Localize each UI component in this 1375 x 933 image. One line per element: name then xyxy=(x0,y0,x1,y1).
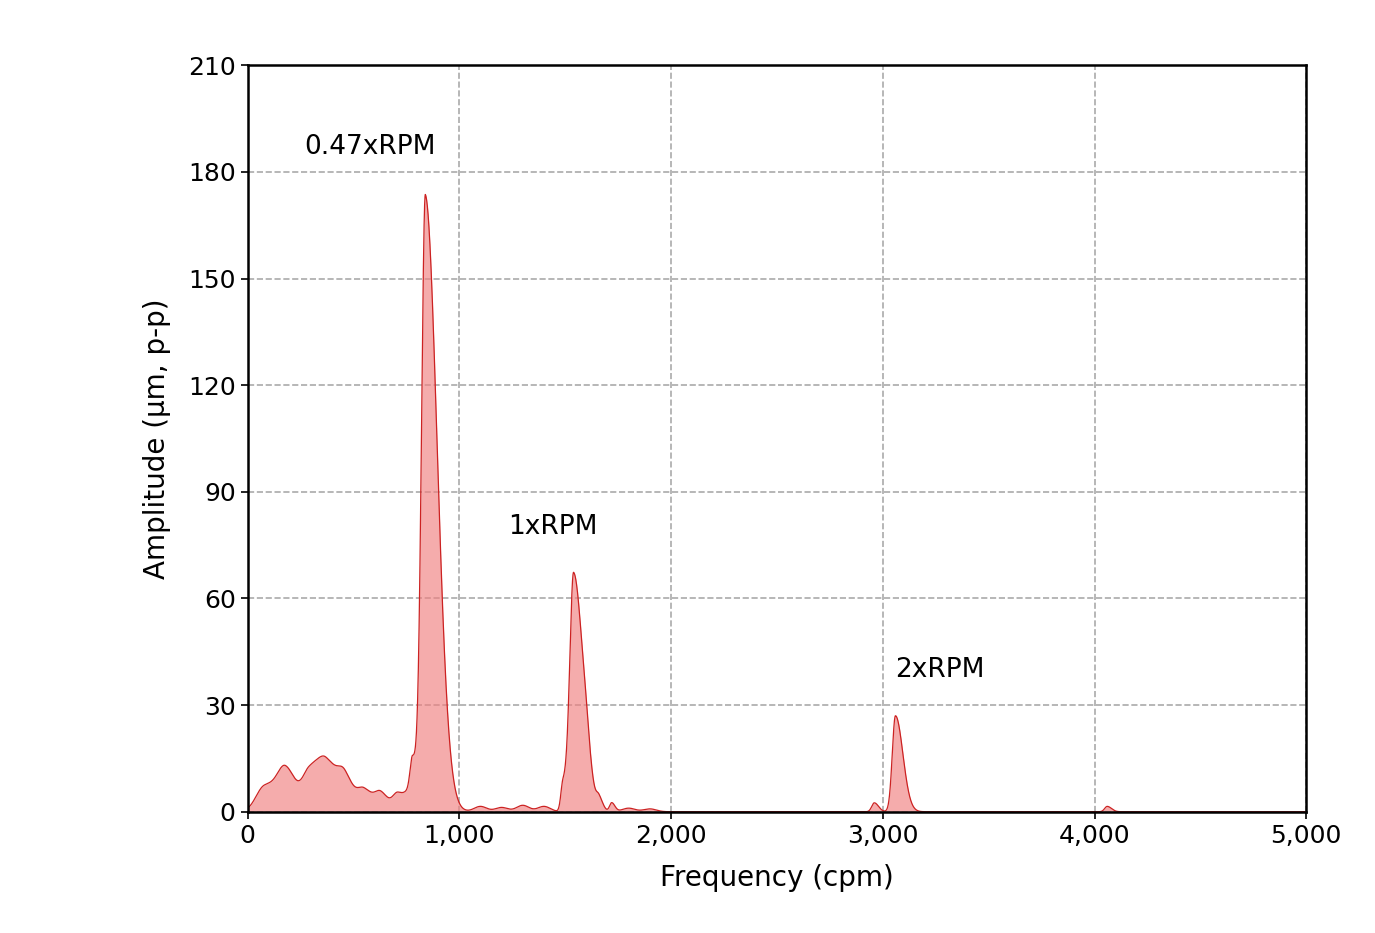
Text: 1xRPM: 1xRPM xyxy=(507,514,598,540)
Text: 0.47xRPM: 0.47xRPM xyxy=(305,134,436,160)
Text: 2xRPM: 2xRPM xyxy=(895,657,984,683)
Y-axis label: Amplitude (μm, p-p): Amplitude (μm, p-p) xyxy=(143,299,172,578)
X-axis label: Frequency (cpm): Frequency (cpm) xyxy=(660,864,894,892)
